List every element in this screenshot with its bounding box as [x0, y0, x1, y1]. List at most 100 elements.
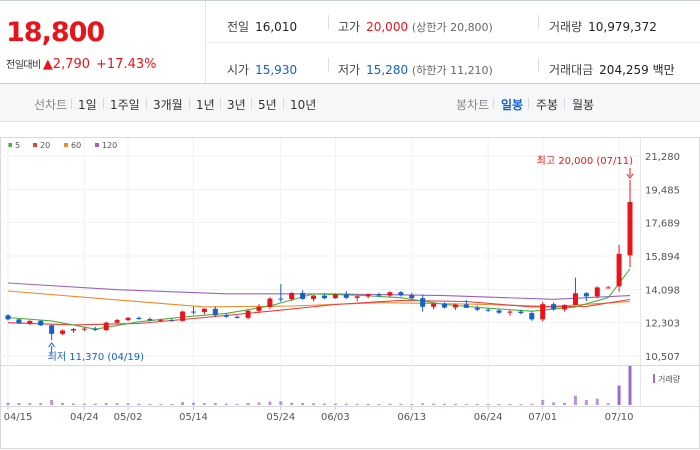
x-tick-label: 04/15 [4, 412, 33, 423]
candle-body [38, 320, 44, 326]
candle-chart-label: 봉차트 [456, 98, 490, 112]
candle-body [147, 319, 153, 321]
legend-label-120: 120 [102, 141, 117, 150]
ma-legend: 5 20 60 120 [8, 141, 117, 150]
volume-bar [628, 366, 632, 405]
tab-1y[interactable]: 1년 [196, 98, 215, 112]
candle-body [485, 309, 491, 311]
y-tick-label: 21,280 [645, 152, 680, 163]
tab-daily[interactable]: 일봉 [501, 98, 524, 112]
volume-bar [137, 403, 141, 405]
annotations: 최고 20,000 (07/11) 최저 11,370 (04/19) [48, 155, 634, 363]
legend-swatch-60 [64, 143, 68, 147]
y-tick-label: 15,894 [645, 252, 680, 263]
volume-bar [519, 404, 523, 405]
volume-bar [584, 399, 588, 405]
price-axis: 21,280 19,485 17,689 15,894 14,098 12,303 10,5… [645, 152, 680, 363]
candle-body [518, 311, 524, 314]
volume-bar [344, 403, 348, 405]
max-arrow-head [626, 173, 634, 179]
volume-bar [213, 403, 217, 405]
volume-bar [279, 401, 283, 405]
candle-body [16, 319, 22, 324]
tab-weekly[interactable]: 주봉 [536, 98, 559, 112]
ma120-line [7, 282, 631, 300]
candle-body [136, 317, 142, 320]
candle-body [387, 292, 393, 296]
candle-body [562, 305, 568, 310]
volume-bar [148, 403, 152, 405]
x-tick-label: 05/24 [266, 412, 295, 423]
candle-body [441, 303, 447, 308]
volume-bar [322, 403, 326, 405]
tab-10y[interactable]: 10년 [290, 98, 317, 112]
volume-bar [235, 403, 239, 405]
candle-body [321, 295, 327, 299]
tab-1w[interactable]: 1주일 [110, 98, 140, 112]
volume-bar [115, 403, 119, 405]
volume-bar [573, 395, 577, 405]
volume-bar [388, 403, 392, 405]
candle-body [180, 311, 186, 321]
volume-bar [552, 402, 556, 405]
volume-bar [170, 403, 174, 405]
volume-bar [28, 403, 32, 405]
tab-5y[interactable]: 5년 [258, 98, 277, 112]
candle-body [540, 304, 546, 320]
candle-body [496, 310, 502, 313]
y-tick-label: 19,485 [645, 185, 680, 196]
high-field: 고가 20,000 (상한가 20,800) [338, 20, 493, 34]
volume-bar [312, 403, 316, 405]
x-tick-label: 07/01 [528, 412, 557, 423]
stock-chart[interactable]: 5 20 60 120 21,280 19,485 17,689 15,894 14,098 1… [0, 122, 700, 450]
legend-label-5: 5 [15, 141, 20, 150]
volume-bar [355, 403, 359, 405]
candle-body [507, 311, 513, 313]
volume-bar [192, 402, 196, 405]
volume-bar [530, 403, 534, 405]
volume-bar [290, 402, 294, 405]
candle-body [474, 307, 480, 310]
candle-body [191, 311, 197, 313]
volume-bar [421, 403, 425, 405]
volume-bar [410, 403, 414, 405]
x-tick-label: 06/03 [321, 412, 350, 423]
volume-bar [508, 404, 512, 405]
y-tick-label: 14,098 [645, 285, 680, 296]
candle-body [354, 296, 360, 298]
volume-legend-swatch [653, 374, 655, 383]
change-row: 전일대비 ▲2,790 +17.43% [6, 56, 157, 72]
tab-monthly[interactable]: 월봉 [572, 98, 595, 112]
legend-swatch-5 [8, 143, 12, 147]
volume-bar [301, 402, 305, 405]
tab-3m[interactable]: 3개월 [153, 98, 183, 112]
candle-body [420, 298, 426, 307]
tab-1d[interactable]: 1일 [78, 98, 97, 112]
x-tick-label: 07/10 [605, 412, 634, 423]
legend-swatch-120 [95, 143, 99, 147]
volume-bar [595, 398, 599, 405]
candle-body [158, 320, 164, 322]
candle-body [223, 315, 229, 317]
volume-bar [442, 403, 446, 405]
ma20-line [7, 298, 631, 326]
quote-panel: 18,800 전일대비 ▲2,790 +17.43% 전일 16,010 고가 20,0… [0, 0, 700, 84]
change-percent: +17.43% [96, 57, 157, 72]
volume-bar [202, 403, 206, 405]
volume-bar [71, 403, 75, 405]
candle-body [376, 294, 382, 296]
candlesticks [5, 179, 633, 340]
price-box: 18,800 전일대비 ▲2,790 +17.43% [0, 1, 206, 83]
candle-body [551, 304, 557, 310]
volume-bar [432, 403, 436, 405]
candle-body [60, 330, 66, 334]
volume-bar [563, 402, 567, 405]
candle-body [27, 320, 33, 324]
candle-body [605, 287, 611, 289]
candle-body [452, 304, 458, 308]
candle-body [300, 293, 306, 299]
volume-bar [464, 403, 468, 405]
tab-3y[interactable]: 3년 [227, 98, 246, 112]
candle-body [114, 320, 120, 323]
candle-body [311, 295, 317, 299]
